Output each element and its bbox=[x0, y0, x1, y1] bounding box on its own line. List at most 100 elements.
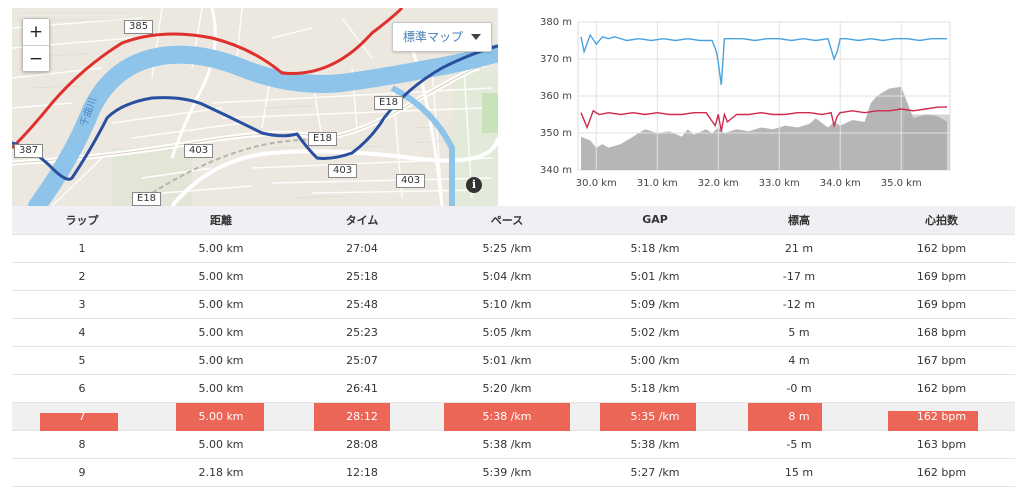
road-label: 403 bbox=[396, 174, 426, 188]
table-header-row: ラップ 距離 タイム ペース GAP 標高 心拍数 bbox=[12, 206, 1015, 234]
cell-time: 25:48 bbox=[290, 289, 434, 318]
zoom-control: + − bbox=[22, 18, 50, 72]
elevation-chart[interactable]: 340 m 350 m 360 m 370 m 380 m 30.0 km 31.0 km 3… bbox=[520, 8, 960, 208]
column-header-lap[interactable]: ラップ bbox=[65, 213, 99, 227]
road-label: 403 bbox=[328, 164, 358, 178]
cell-heart-rate: 167 bpm bbox=[868, 345, 1015, 374]
table-row[interactable]: 4 5.00 km 25:23 5:05 /km 5:02 /km 5 m 168 bpm bbox=[12, 317, 1015, 346]
info-icon[interactable]: i bbox=[466, 177, 482, 193]
cell-gap: 5:01 /km bbox=[580, 261, 730, 290]
cell-distance: 5.00 km bbox=[152, 345, 290, 374]
cell-time: 25:18 bbox=[290, 261, 434, 290]
cell-text: 28:12 bbox=[346, 409, 378, 423]
x-tick-label: 34.0 km bbox=[820, 178, 861, 189]
cell-text: 5:38 /km bbox=[482, 409, 532, 423]
cell-gap: 5:27 /km bbox=[580, 457, 730, 487]
highlight-bar bbox=[444, 402, 570, 431]
cell-text: 5:35 /km bbox=[630, 409, 680, 423]
column-header-heart-rate[interactable]: 心拍数 bbox=[925, 213, 958, 227]
cell-distance: 5.00 km bbox=[152, 373, 290, 402]
cell-distance: 5.00 km bbox=[152, 289, 290, 318]
column-header-pace[interactable]: ペース bbox=[490, 213, 524, 227]
cell-heart-rate: 162 bpm bbox=[868, 457, 1015, 487]
cell-distance: 5.00 km bbox=[152, 233, 290, 262]
x-tick-label: 30.0 km bbox=[576, 178, 617, 189]
x-tick-label: 35.0 km bbox=[881, 178, 922, 189]
cell-time: 26:41 bbox=[290, 373, 434, 402]
highlight-bar bbox=[314, 402, 390, 431]
cell-lap: 3 bbox=[12, 289, 152, 318]
cell-gap: 5:18 /km bbox=[580, 233, 730, 262]
zoom-out-button[interactable]: − bbox=[23, 45, 49, 71]
cell-text: 7 bbox=[78, 409, 86, 423]
cell-pace: 5:04 /km bbox=[434, 261, 580, 290]
column-header-gap[interactable]: GAP bbox=[642, 213, 668, 227]
cell-elevation: 21 m bbox=[730, 233, 868, 262]
cell-pace: 5:38 /km bbox=[434, 401, 580, 431]
road-label: E18 bbox=[374, 96, 404, 110]
cell-lap: 6 bbox=[12, 373, 152, 402]
cell-elevation: -5 m bbox=[730, 429, 868, 458]
cell-lap: 5 bbox=[12, 345, 152, 374]
column-header-elevation[interactable]: 標高 bbox=[788, 213, 810, 227]
cell-heart-rate: 169 bpm bbox=[868, 289, 1015, 318]
elevation-area-series bbox=[581, 86, 947, 170]
road-label: 387 bbox=[14, 144, 44, 158]
road-label: 385 bbox=[124, 20, 154, 34]
table-row[interactable]: 6 5.00 km 26:41 5:20 /km 5:18 /km -0 m 162 bpm bbox=[12, 373, 1015, 402]
map-type-dropdown[interactable]: 標準マップ bbox=[392, 22, 493, 52]
cell-pace: 5:39 /km bbox=[434, 457, 580, 487]
y-tick-label: 360 m bbox=[540, 91, 572, 102]
cell-elevation: 8 m bbox=[730, 401, 868, 431]
table-row[interactable]: 9 2.18 km 12:18 5:39 /km 5:27 /km 15 m 162 bpm bbox=[12, 457, 1015, 487]
table-row[interactable]: 1 5.00 km 27:04 5:25 /km 5:18 /km 21 m 162 bpm bbox=[12, 233, 1015, 262]
column-header-distance[interactable]: 距離 bbox=[210, 213, 232, 227]
highlight-bar bbox=[888, 410, 978, 431]
highlight-bar bbox=[600, 402, 696, 431]
table-row[interactable]: 7 5.00 km 28:12 5:38 /km 5:35 /km 8 m 162 bpm bbox=[12, 401, 1015, 431]
table-row[interactable]: 5 5.00 km 25:07 5:01 /km 5:00 /km 4 m 167 bpm bbox=[12, 345, 1015, 374]
y-tick-label: 370 m bbox=[540, 54, 572, 65]
cell-time: 25:23 bbox=[290, 317, 434, 346]
cell-distance: 5.00 km bbox=[152, 429, 290, 458]
cell-heart-rate: 163 bpm bbox=[868, 429, 1015, 458]
cell-text: 5.00 km bbox=[198, 409, 244, 423]
cell-elevation: 15 m bbox=[730, 457, 868, 487]
cell-lap: 2 bbox=[12, 261, 152, 290]
road-label: E18 bbox=[308, 132, 338, 146]
column-header-time[interactable]: タイム bbox=[345, 213, 379, 227]
table-row[interactable]: 2 5.00 km 25:18 5:04 /km 5:01 /km -17 m 169 bp… bbox=[12, 261, 1015, 290]
cell-gap: 5:00 /km bbox=[580, 345, 730, 374]
y-tick-label: 340 m bbox=[540, 165, 572, 176]
cell-pace: 5:05 /km bbox=[434, 317, 580, 346]
x-tick-label: 31.0 km bbox=[637, 178, 678, 189]
highlight-bar bbox=[40, 412, 118, 431]
zoom-in-button[interactable]: + bbox=[23, 19, 49, 45]
table-row[interactable]: 3 5.00 km 25:48 5:10 /km 5:09 /km -12 m 169 bp… bbox=[12, 289, 1015, 318]
cell-lap: 8 bbox=[12, 429, 152, 458]
cell-text: 8 m bbox=[788, 409, 810, 423]
cell-pace: 5:01 /km bbox=[434, 345, 580, 374]
cell-heart-rate: 169 bpm bbox=[868, 261, 1015, 290]
highlight-bar bbox=[748, 402, 822, 431]
highlight-bar bbox=[176, 402, 264, 431]
cell-gap: 5:18 /km bbox=[580, 373, 730, 402]
y-tick-label: 350 m bbox=[540, 128, 572, 139]
cell-elevation: 5 m bbox=[730, 317, 868, 346]
cell-time: 25:07 bbox=[290, 345, 434, 374]
route-map[interactable]: 385 387 403 403 403 E18 E18 E18 千曲川 + − … bbox=[12, 8, 498, 206]
cell-distance: 5.00 km bbox=[152, 317, 290, 346]
cell-distance: 5.00 km bbox=[152, 401, 290, 431]
series-line-1 bbox=[580, 106, 947, 132]
cell-heart-rate: 162 bpm bbox=[868, 401, 1015, 431]
cell-time: 27:04 bbox=[290, 233, 434, 262]
laps-table: ラップ 距離 タイム ペース GAP 標高 心拍数 1 5.00 km 27:04 5:25 /k… bbox=[12, 206, 1015, 487]
cell-gap: 5:09 /km bbox=[580, 289, 730, 318]
cell-time: 28:08 bbox=[290, 429, 434, 458]
cell-pace: 5:25 /km bbox=[434, 233, 580, 262]
cell-gap: 5:38 /km bbox=[580, 429, 730, 458]
cell-distance: 2.18 km bbox=[152, 457, 290, 487]
cell-time: 12:18 bbox=[290, 457, 434, 487]
table-row[interactable]: 8 5.00 km 28:08 5:38 /km 5:38 /km -5 m 163 bpm bbox=[12, 429, 1015, 458]
